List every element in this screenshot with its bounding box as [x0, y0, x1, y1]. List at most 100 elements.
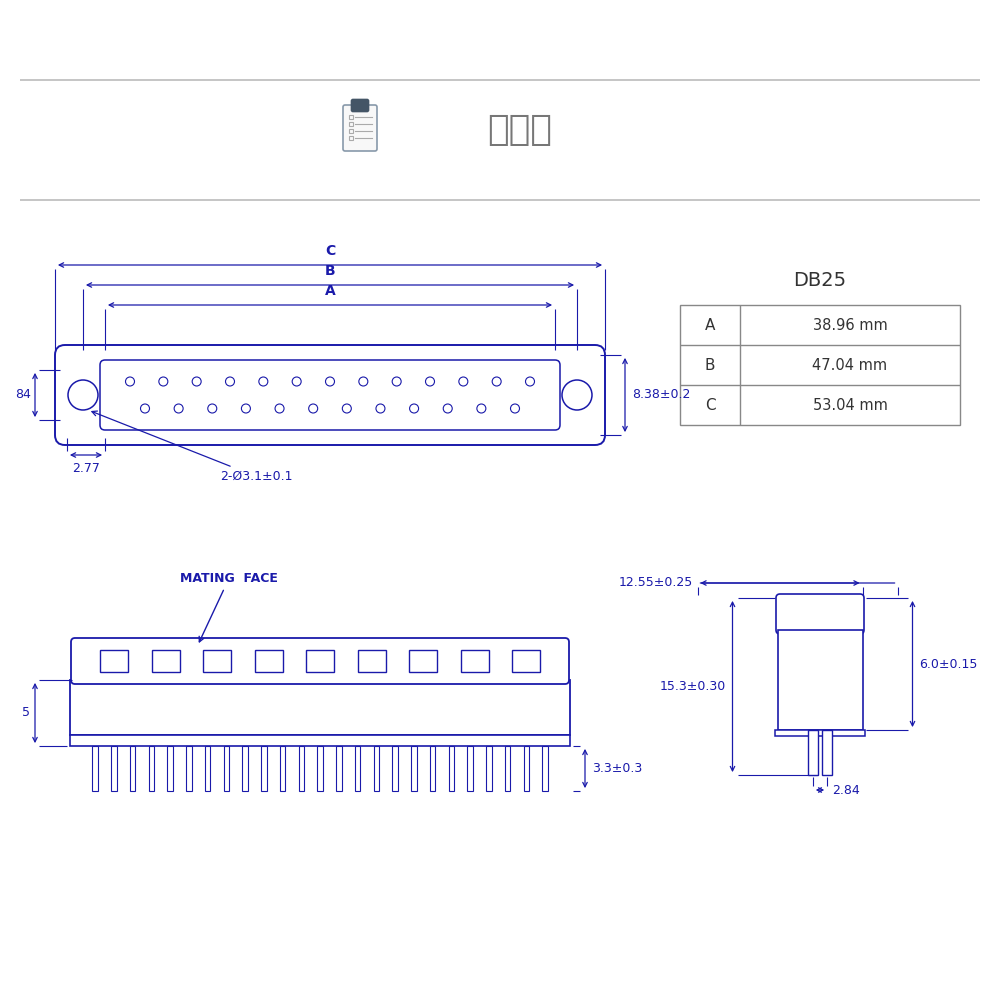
Bar — [255, 650, 283, 672]
Bar — [358, 650, 386, 672]
Text: 8.38±0.2: 8.38±0.2 — [632, 388, 690, 401]
Circle shape — [359, 377, 368, 386]
Circle shape — [392, 377, 401, 386]
Bar — [409, 650, 437, 672]
Bar — [336, 746, 342, 791]
Bar — [224, 746, 229, 791]
Circle shape — [159, 377, 168, 386]
FancyBboxPatch shape — [776, 594, 864, 634]
Bar — [280, 746, 285, 791]
Bar — [100, 650, 128, 672]
Text: 38.96 mm: 38.96 mm — [813, 318, 887, 332]
Bar — [167, 746, 173, 791]
Bar — [111, 746, 116, 791]
Bar — [467, 746, 473, 791]
Bar — [461, 650, 488, 672]
Circle shape — [241, 404, 250, 413]
Bar — [92, 746, 98, 791]
Bar — [392, 746, 398, 791]
Text: 53.04 mm: 53.04 mm — [813, 397, 887, 412]
Bar — [130, 746, 135, 791]
Bar — [349, 136, 353, 140]
Bar — [430, 746, 435, 791]
Bar — [680, 305, 960, 425]
Circle shape — [309, 404, 318, 413]
Circle shape — [410, 404, 419, 413]
Circle shape — [342, 404, 351, 413]
Text: 47.04 mm: 47.04 mm — [812, 358, 888, 372]
Circle shape — [140, 404, 150, 413]
Circle shape — [275, 404, 284, 413]
Bar — [512, 650, 540, 672]
Text: C: C — [325, 244, 335, 258]
Circle shape — [492, 377, 501, 386]
Text: 6.0±0.15: 6.0±0.15 — [920, 658, 978, 670]
Bar — [186, 746, 192, 791]
Bar — [486, 746, 492, 791]
Bar — [148, 746, 154, 791]
Bar — [448, 746, 454, 791]
Bar — [524, 746, 529, 791]
Circle shape — [426, 377, 434, 386]
Bar — [778, 630, 862, 730]
Text: 12.55±0.25: 12.55±0.25 — [618, 576, 692, 589]
Bar — [70, 735, 570, 746]
Text: 5: 5 — [22, 706, 30, 720]
Bar — [349, 115, 353, 119]
Text: A: A — [325, 284, 335, 298]
Circle shape — [477, 404, 486, 413]
FancyBboxPatch shape — [100, 360, 560, 430]
Circle shape — [511, 404, 520, 413]
Bar — [505, 746, 510, 791]
Circle shape — [326, 377, 334, 386]
Bar — [542, 746, 548, 791]
Circle shape — [174, 404, 183, 413]
Bar — [205, 746, 210, 791]
Text: 2.84: 2.84 — [832, 784, 860, 796]
FancyBboxPatch shape — [352, 100, 368, 111]
Circle shape — [562, 380, 592, 410]
Bar — [411, 746, 416, 791]
Bar — [374, 746, 379, 791]
Bar — [70, 680, 570, 735]
Circle shape — [526, 377, 534, 386]
Bar — [317, 746, 323, 791]
Text: 2-Ø3.1±0.1: 2-Ø3.1±0.1 — [92, 411, 292, 483]
Circle shape — [443, 404, 452, 413]
Bar — [822, 730, 832, 775]
Bar — [306, 650, 334, 672]
Circle shape — [376, 404, 385, 413]
Text: 3.3±0.3: 3.3±0.3 — [592, 762, 642, 775]
Bar — [242, 746, 248, 791]
Text: 2.77: 2.77 — [72, 462, 100, 475]
Bar — [349, 129, 353, 133]
FancyBboxPatch shape — [71, 638, 569, 684]
Bar — [203, 650, 231, 672]
Circle shape — [192, 377, 201, 386]
Circle shape — [226, 377, 234, 386]
Bar — [261, 746, 266, 791]
Text: MATING  FACE: MATING FACE — [180, 572, 278, 642]
Bar — [349, 122, 353, 126]
Bar — [355, 746, 360, 791]
Text: C: C — [705, 397, 715, 412]
Bar — [298, 746, 304, 791]
Circle shape — [459, 377, 468, 386]
Text: A: A — [705, 318, 715, 332]
Circle shape — [126, 377, 134, 386]
Text: 84: 84 — [15, 388, 31, 401]
Bar — [152, 650, 180, 672]
Text: 結構圖: 結構圖 — [488, 113, 552, 147]
Bar — [775, 730, 865, 736]
Text: B: B — [325, 264, 335, 278]
Text: B: B — [705, 358, 715, 372]
Circle shape — [259, 377, 268, 386]
Circle shape — [208, 404, 217, 413]
Text: 15.3±0.30: 15.3±0.30 — [659, 680, 726, 693]
Text: DB25: DB25 — [793, 271, 847, 290]
Circle shape — [292, 377, 301, 386]
FancyBboxPatch shape — [55, 345, 605, 445]
Circle shape — [68, 380, 98, 410]
FancyBboxPatch shape — [343, 105, 377, 151]
Bar — [808, 730, 818, 775]
